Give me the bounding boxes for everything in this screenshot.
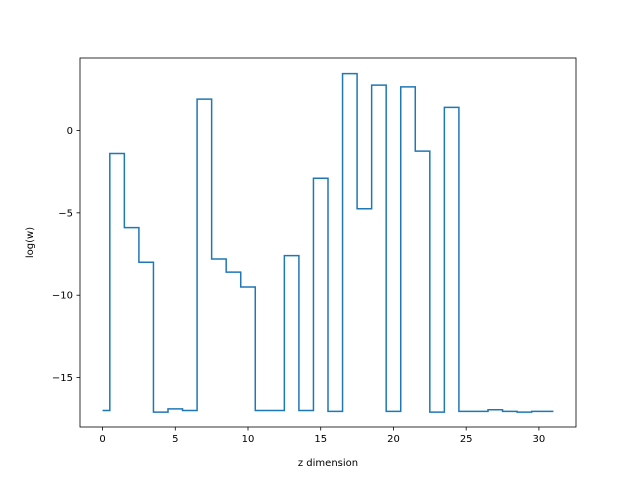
x-tick-label: 15	[314, 434, 327, 445]
x-tick-label: 20	[387, 434, 400, 445]
plot-layer	[102, 72, 554, 413]
x-tick-label: 25	[460, 434, 473, 445]
x-tick-label: 5	[172, 434, 178, 445]
ticks-layer: 0 5 10 15 20 25 30 −15 −10 −5 0	[52, 126, 545, 445]
x-tick-label: 30	[533, 434, 546, 445]
series-line-0	[102, 72, 554, 413]
x-tick-label: 10	[242, 434, 255, 445]
y-tick-label: −10	[52, 291, 73, 302]
y-axis-label: log(w)	[25, 227, 36, 258]
y-tick-label: 0	[67, 126, 73, 137]
y-tick-label: −15	[52, 373, 73, 384]
plot-frame	[79, 57, 577, 428]
y-tick-label: −5	[58, 208, 73, 219]
x-tick-label: 0	[99, 434, 105, 445]
x-axis-label: z dimension	[298, 458, 358, 469]
